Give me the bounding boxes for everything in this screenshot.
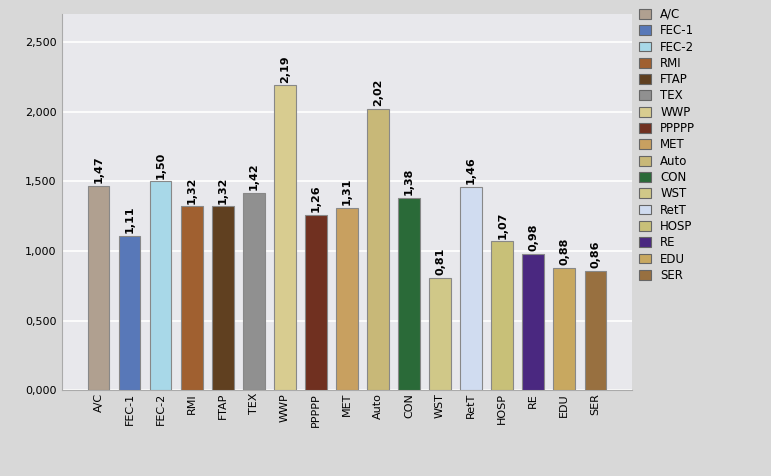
Text: 1,11: 1,11 xyxy=(125,206,135,233)
Text: 1,50: 1,50 xyxy=(156,151,166,178)
Bar xyxy=(243,193,264,390)
Bar xyxy=(554,268,575,390)
Text: 0,88: 0,88 xyxy=(559,238,569,265)
Bar xyxy=(180,207,203,390)
Text: 1,46: 1,46 xyxy=(466,157,476,184)
Bar xyxy=(336,208,358,390)
Text: 1,42: 1,42 xyxy=(249,162,259,190)
Bar xyxy=(584,270,606,390)
Text: 1,32: 1,32 xyxy=(187,176,197,204)
Bar xyxy=(119,236,140,390)
Text: 1,07: 1,07 xyxy=(497,211,507,238)
Text: 1,26: 1,26 xyxy=(311,184,321,212)
Text: 1,32: 1,32 xyxy=(217,176,227,204)
Text: 1,38: 1,38 xyxy=(404,168,414,195)
Bar xyxy=(367,109,389,390)
Bar xyxy=(429,278,451,390)
Text: 0,81: 0,81 xyxy=(435,248,445,275)
Text: 1,47: 1,47 xyxy=(93,155,103,183)
Text: 0,86: 0,86 xyxy=(591,240,601,268)
Text: 0,98: 0,98 xyxy=(528,224,538,251)
Bar xyxy=(212,207,234,390)
Text: 2,02: 2,02 xyxy=(373,79,383,106)
Bar xyxy=(523,254,544,390)
Bar xyxy=(460,187,482,390)
Text: 1,31: 1,31 xyxy=(342,178,352,205)
Text: 2,19: 2,19 xyxy=(280,55,290,82)
Legend: A/C, FEC-1, FEC-2, RMI, FTAP, TEX, WWP, PPPPP, MET, Auto, CON, WST, RetT, HOSP, : A/C, FEC-1, FEC-2, RMI, FTAP, TEX, WWP, … xyxy=(638,7,696,283)
Bar xyxy=(274,85,296,390)
Bar xyxy=(305,215,327,390)
Bar xyxy=(150,181,171,390)
Bar xyxy=(491,241,513,390)
Bar xyxy=(88,186,109,390)
Bar xyxy=(398,198,420,390)
